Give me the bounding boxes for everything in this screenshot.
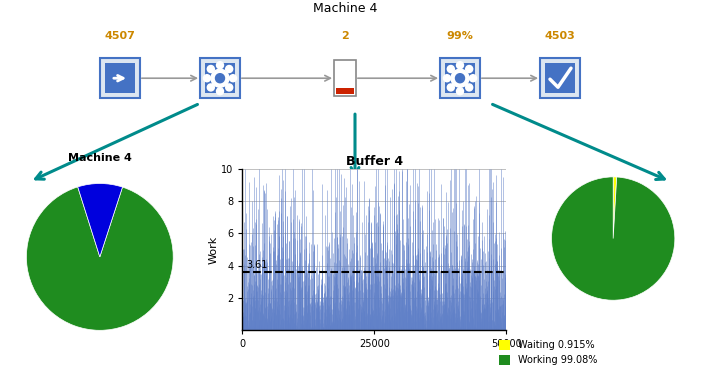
FancyBboxPatch shape bbox=[200, 58, 240, 98]
Circle shape bbox=[203, 75, 210, 82]
FancyBboxPatch shape bbox=[545, 63, 575, 93]
FancyBboxPatch shape bbox=[105, 63, 135, 93]
Circle shape bbox=[466, 65, 473, 73]
FancyBboxPatch shape bbox=[440, 58, 480, 98]
Text: 99%: 99% bbox=[446, 31, 473, 41]
Circle shape bbox=[447, 65, 454, 73]
FancyBboxPatch shape bbox=[205, 63, 235, 93]
Circle shape bbox=[217, 88, 223, 95]
Wedge shape bbox=[78, 184, 123, 257]
FancyBboxPatch shape bbox=[540, 58, 580, 98]
Text: 4507: 4507 bbox=[105, 31, 135, 41]
Text: 4503: 4503 bbox=[545, 31, 575, 41]
Wedge shape bbox=[613, 177, 617, 239]
Circle shape bbox=[456, 74, 464, 83]
Text: 2: 2 bbox=[341, 31, 349, 41]
Circle shape bbox=[456, 88, 463, 95]
Bar bbox=[336, 88, 354, 94]
Text: 3.61: 3.61 bbox=[247, 260, 268, 270]
Circle shape bbox=[226, 84, 232, 91]
FancyBboxPatch shape bbox=[100, 58, 140, 98]
Legend: Waiting 0.915%, Working 99.08%: Waiting 0.915%, Working 99.08% bbox=[495, 336, 601, 367]
Title: Machine 4: Machine 4 bbox=[68, 153, 132, 163]
FancyBboxPatch shape bbox=[334, 60, 356, 96]
Circle shape bbox=[217, 62, 223, 69]
Circle shape bbox=[207, 84, 215, 91]
Circle shape bbox=[469, 75, 476, 82]
Circle shape bbox=[447, 84, 454, 91]
Circle shape bbox=[230, 75, 237, 82]
Circle shape bbox=[215, 74, 225, 83]
Circle shape bbox=[211, 69, 229, 87]
Circle shape bbox=[466, 84, 473, 91]
FancyBboxPatch shape bbox=[445, 63, 475, 93]
Circle shape bbox=[456, 62, 463, 69]
Circle shape bbox=[226, 65, 232, 73]
Wedge shape bbox=[26, 187, 173, 330]
Circle shape bbox=[443, 75, 451, 82]
Y-axis label: Work: Work bbox=[208, 236, 218, 264]
Title: Buffer 4: Buffer 4 bbox=[346, 155, 403, 168]
Circle shape bbox=[451, 69, 469, 87]
Wedge shape bbox=[552, 177, 674, 300]
Circle shape bbox=[207, 65, 215, 73]
Text: Machine 4: Machine 4 bbox=[313, 1, 377, 15]
